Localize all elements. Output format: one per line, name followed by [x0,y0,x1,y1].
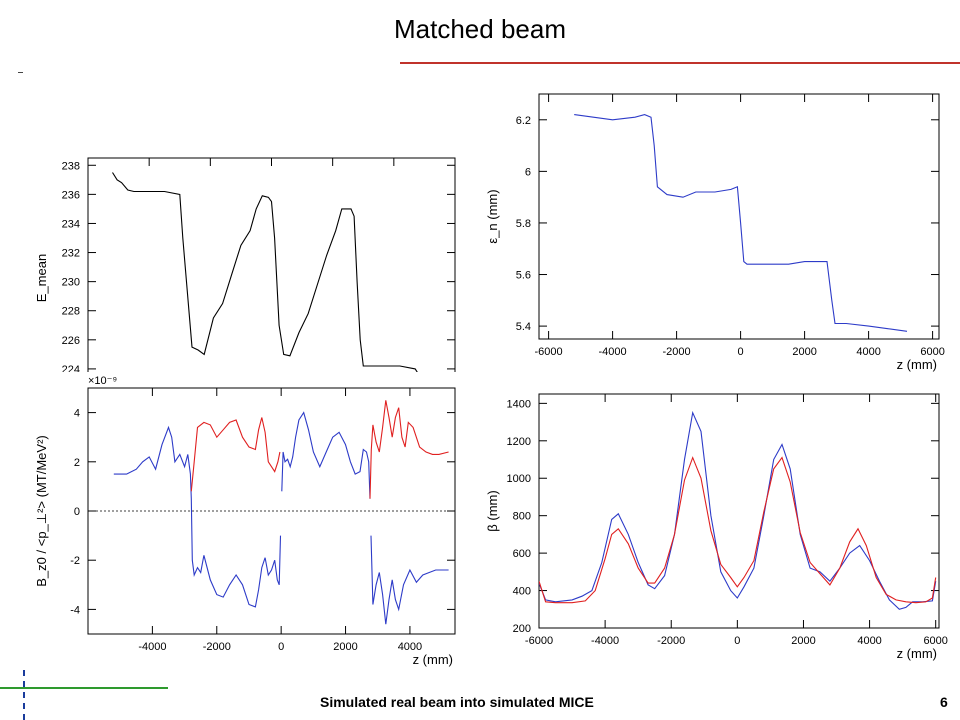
chart-0-ylabel: E_mean [34,254,49,302]
chart-3-ytick-label: 1200 [507,436,531,448]
chart-1-series-line-0 [574,114,908,332]
chart-3-ylabel: β (mm) [485,490,500,531]
chart-1-ytick-label: 5.6 [516,270,531,282]
corner-tick [18,72,23,73]
chart-0-ytick-label: 228 [62,306,80,318]
chart-3-xtick-label: -4000 [591,635,619,647]
chart-0-ytick-label: 238 [62,160,80,172]
chart-2-xtick-label: 2000 [333,641,357,653]
chart-0-ytick-label: 226 [62,335,80,347]
chart-0-ytick-label: 232 [62,248,80,260]
chart-2-frame [87,387,456,635]
chart-2-ytick-label: 4 [74,408,80,420]
chart-3-series-line-red [539,456,937,604]
chart-3-ytick-label: 800 [513,511,531,523]
chart-3-xtick-label: 2000 [791,635,815,647]
footer-green-rule [0,687,168,689]
chart-1-xtick-label: 4000 [856,346,880,358]
chart-3-xtick-label: 0 [734,635,740,647]
chart-2-ytick-label: 0 [74,506,80,518]
chart-2-xtick-label: -2000 [203,641,231,653]
chart-3-ytick-label: 200 [513,623,531,635]
chart-0-series-line-0 [112,172,418,372]
chart-2-series-line-red-right [369,400,449,499]
chart-2-ylabel: B_z0 / <p_⊥²> (MT/MeV²) [34,435,49,586]
chart-1-xtick-label: 0 [738,346,744,358]
chart-3-ytick-label: 400 [513,586,531,598]
chart-1-ytick-label: 5.8 [516,218,531,230]
chart-3-xtick-label: 4000 [857,635,881,647]
chart-2-xlabel: z (mm) [413,652,453,667]
chart-1-xtick-label: 6000 [920,346,944,358]
slide-title: Matched beam [394,14,566,44]
beta-chart: -6000 -4000 -2000 0 2000 4000 6000 200 400 600 800… [485,393,948,661]
chart-3-frame [538,393,940,629]
chart-2-exponent-label: ×10⁻⁹ [88,375,117,387]
chart-3-ytick-label: 1000 [507,473,531,485]
footer-blue-dashed-rule [23,670,25,720]
chart-3-xlabel: z (mm) [897,646,937,661]
chart-2-series-line-red-left [190,417,281,492]
chart-2-xtick-label: 0 [278,641,284,653]
chart-1-frame [538,93,940,340]
chart-2-ytick-label: 2 [74,457,80,469]
chart-1-xtick-label: -6000 [535,346,563,358]
chart-0-ytick-label: 234 [62,218,80,230]
chart-1-xlabel: z (mm) [897,357,937,372]
chart-2-xtick-label: -4000 [138,641,166,653]
chart-2-series-line-blue-right [370,535,449,625]
footer-caption: Simulated real beam into simulated MICE [320,694,594,710]
chart-2-ytick-label: -4 [70,604,80,616]
bfield-chart: -4000 -2000 0 2000 4000 -4 -2 0 2 4 z (mm) B_z0 / <… [34,375,456,667]
chart-3-ytick-label: 600 [513,548,531,560]
chart-0-ytick-label: 230 [62,277,80,289]
chart-1-ylabel: ε_n (mm) [485,189,500,243]
emittance-chart: -6000 -4000 -2000 0 2000 4000 6000 5.4 5.6 5.8 6 6.… [485,93,945,372]
chart-2-xtick-label: 4000 [398,641,422,653]
chart-1-xtick-label: -2000 [663,346,691,358]
chart-3-xtick-label: -2000 [657,635,685,647]
chart-1-xtick-label: -4000 [599,346,627,358]
chart-3-series-line-blue [539,410,937,610]
chart-2-series-line-blue-left [113,425,282,608]
chart-1-xtick-label: 2000 [792,346,816,358]
chart-2-ytick-label: -2 [70,555,80,567]
chart-1-ytick-label: 6.2 [516,115,531,127]
emean-chart: -6000-4000-20000200040006002222242262282… [34,157,456,372]
chart-2-series-line-blue-middle [281,411,371,499]
chart-3-xtick-label: -6000 [525,635,553,647]
chart-3-xtick-label: 6000 [923,635,947,647]
title-underline [400,62,960,64]
chart-3-ytick-label: 1400 [507,398,531,410]
chart-1-ytick-label: 6 [525,166,531,178]
chart-0-frame [87,157,456,372]
chart-1-ytick-label: 5.4 [516,321,531,333]
page-number: 6 [940,694,948,710]
chart-0-ytick-label: 224 [62,364,80,372]
chart-0-ytick-label: 236 [62,189,80,201]
